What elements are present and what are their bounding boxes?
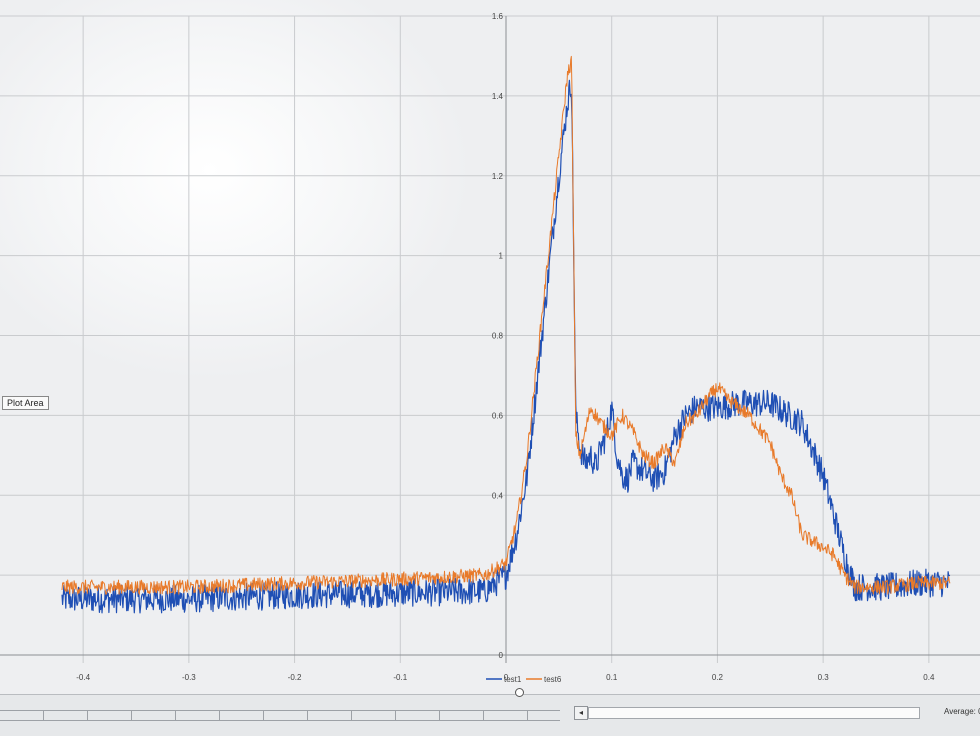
y-tick-label: 0.6 xyxy=(492,411,504,420)
chart-series[interactable] xyxy=(61,55,951,614)
y-tick-label: 1.6 xyxy=(492,12,504,21)
legend-label-test6: test6 xyxy=(544,675,562,684)
x-tick-label: -0.4 xyxy=(76,673,90,682)
series-line-test1[interactable] xyxy=(61,79,951,614)
y-tick-label: 1.4 xyxy=(492,92,504,101)
timeline-ruler[interactable] xyxy=(0,710,560,721)
x-tick-label: -0.2 xyxy=(288,673,302,682)
scroll-left-button[interactable]: ◂ xyxy=(574,706,588,720)
series-line-test6[interactable] xyxy=(61,55,951,595)
y-tick-label: 0.4 xyxy=(492,491,504,500)
legend-label-test1: test1 xyxy=(504,675,522,684)
y-tick-label: 1 xyxy=(499,252,504,261)
horizontal-scrollbar[interactable] xyxy=(588,707,920,719)
x-tick-label: 0.4 xyxy=(923,673,935,682)
y-tick-label: 1.2 xyxy=(492,172,504,181)
x-tick-label: 0.1 xyxy=(606,673,618,682)
chart-tick-labels: -0.4 -0.3 -0.2 -0.1 0 0.1 0.2 0.3 0.4 0 0.4 0.6 0.8 1… xyxy=(76,12,935,682)
x-tick-label: 0.2 xyxy=(712,673,724,682)
y-tick-label: 0 xyxy=(499,651,504,660)
average-readout: Average: 0. xyxy=(944,707,980,716)
zoom-slider-handle[interactable] xyxy=(515,688,524,697)
x-tick-label: -0.1 xyxy=(393,673,407,682)
y-tick-label: 0.8 xyxy=(492,332,504,341)
x-tick-label: 0.3 xyxy=(818,673,830,682)
chart-gridlines xyxy=(0,15,980,663)
plot-area-tooltip: Plot Area xyxy=(2,396,49,410)
x-tick-label: 0 xyxy=(504,673,509,682)
chart-legend[interactable]: test1 test6 xyxy=(486,675,562,684)
x-tick-label: -0.3 xyxy=(182,673,196,682)
chart-axes xyxy=(0,16,980,663)
